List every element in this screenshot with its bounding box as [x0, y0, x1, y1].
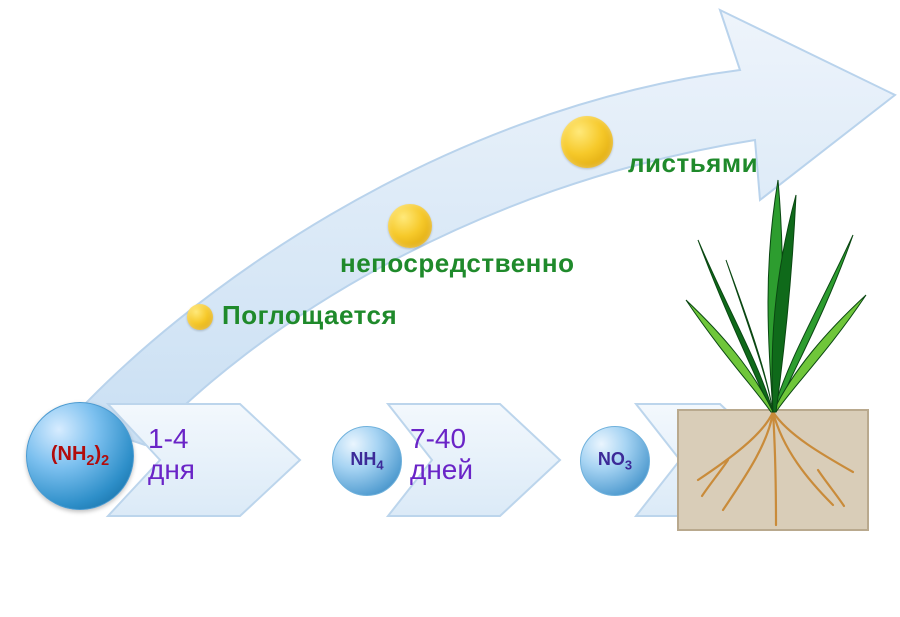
word-directly: непосредственно — [340, 248, 574, 279]
bubble-nh4-label: NH4 — [350, 450, 383, 473]
duration-1: 1-4 дня — [148, 424, 195, 486]
bottom-arrow-1 — [108, 404, 300, 516]
duration-1-line2: дня — [148, 454, 195, 485]
dot-3 — [561, 116, 613, 168]
duration-1-line1: 1-4 — [148, 423, 188, 454]
plant-graphic — [668, 160, 878, 540]
bubble-no3: NO3 — [580, 426, 650, 496]
duration-2: 7-40 дней — [410, 424, 473, 486]
duration-2-line1: 7-40 — [410, 423, 466, 454]
bubble-nh2-2: (NH2)2 — [26, 402, 134, 510]
bubble-nh2-2-label: (NH2)2 — [51, 444, 109, 468]
duration-2-line2: дней — [410, 454, 473, 485]
dot-2 — [388, 204, 432, 248]
bubble-no3-label: NO3 — [598, 450, 632, 473]
dot-1 — [187, 304, 213, 330]
word-by-leaves: листьями — [628, 148, 758, 179]
bubble-nh4: NH4 — [332, 426, 402, 496]
word-absorbed: Поглощается — [222, 300, 397, 331]
